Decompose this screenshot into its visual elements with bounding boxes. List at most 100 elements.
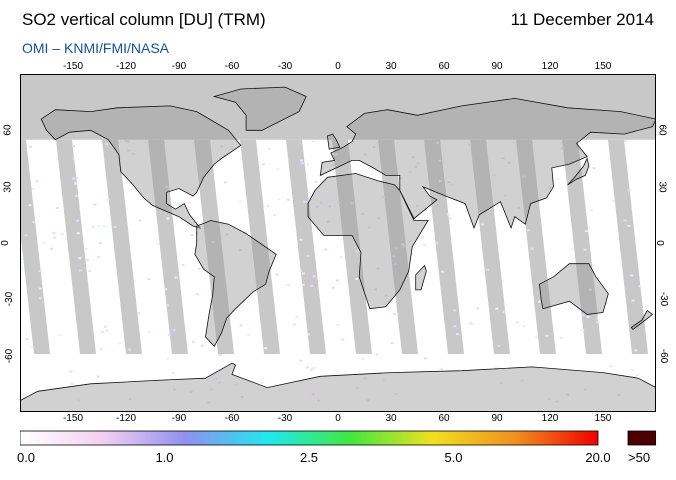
so2-speck: [363, 377, 367, 380]
so2-speck: [74, 194, 78, 197]
so2-speck: [147, 278, 151, 281]
so2-speck: [148, 330, 152, 333]
lon-tick-top: 30: [385, 61, 397, 72]
so2-speck: [327, 220, 331, 223]
so2-speck: [105, 329, 109, 332]
so2-speck: [502, 310, 506, 313]
so2-speck: [100, 330, 104, 333]
lat-tick-left: -30: [4, 292, 16, 307]
so2-speck: [31, 187, 35, 190]
so2-speck: [565, 393, 569, 396]
so2-speck: [128, 398, 132, 401]
so2-speck: [556, 177, 560, 180]
so2-speck: [168, 333, 172, 336]
so2-speck: [630, 274, 634, 277]
so2-speck: [96, 256, 100, 259]
so2-speck: [30, 345, 34, 348]
so2-speck: [174, 276, 178, 279]
so2-speck: [522, 175, 526, 178]
so2-speck: [156, 242, 160, 245]
lon-tick-top: -60: [224, 61, 240, 72]
so2-speck: [286, 198, 290, 201]
so2-speck: [261, 163, 265, 166]
so2-speck: [76, 232, 80, 235]
so2-speck: [469, 322, 473, 325]
lon-tick-top: 120: [541, 61, 559, 72]
so2-speck: [545, 334, 549, 337]
so2-speck: [617, 394, 621, 397]
polar-night-region: [20, 74, 656, 140]
so2-speck: [319, 201, 323, 204]
so2-speck: [590, 209, 593, 212]
so2-speck: [476, 307, 479, 310]
so2-speck: [375, 353, 379, 356]
so2-speck: [314, 180, 318, 183]
map-title: SO2 vertical column [DU] (TRM): [22, 10, 266, 29]
so2-speck: [382, 196, 386, 199]
so2-speck: [239, 305, 243, 308]
so2-speck: [373, 288, 377, 291]
so2-speck: [440, 367, 443, 370]
so2-speck: [447, 181, 451, 184]
so2-speck: [103, 325, 107, 328]
so2-speck: [124, 140, 128, 142]
lon-tick-bot: -30: [277, 413, 293, 424]
so2-speck: [260, 381, 264, 384]
lon-tick-bot: -120: [115, 413, 137, 424]
so2-speck: [126, 140, 130, 143]
so2-speck: [211, 241, 215, 243]
so2-speck: [363, 153, 367, 156]
lon-tick-top: -120: [115, 61, 137, 72]
so2-speck: [35, 180, 39, 183]
so2-speck: [520, 379, 524, 382]
so2-speck: [416, 162, 420, 165]
so2-speck: [286, 284, 290, 287]
so2-speck: [52, 236, 56, 239]
land-madagascar: [415, 264, 427, 291]
so2-speck: [315, 205, 319, 208]
so2-speck: [306, 254, 310, 257]
so2-speck: [298, 269, 302, 272]
so2-speck: [97, 225, 101, 228]
lat-tick-left: -60: [4, 348, 16, 363]
so2-speck: [310, 284, 314, 287]
so2-speck: [307, 333, 311, 336]
so2-speck: [456, 333, 460, 336]
lat-tick-right: -60: [658, 348, 670, 363]
colorbar-gradient: [20, 430, 599, 446]
colorbar-label: 5.0: [444, 450, 463, 465]
so2-speck: [72, 145, 75, 148]
so2-speck: [275, 273, 279, 276]
no-data-swath: [470, 139, 510, 354]
lon-tick-bot: 60: [438, 413, 450, 424]
land-antarctica: [20, 362, 656, 412]
so2-speck: [78, 269, 82, 272]
so2-speck: [99, 347, 103, 350]
so2-speck: [361, 212, 365, 215]
no-data-swath: [56, 139, 96, 354]
so2-speck: [411, 252, 415, 255]
so2-speck: [361, 357, 365, 360]
colorbar-label: 1.0: [155, 450, 174, 465]
so2-speck: [218, 354, 222, 356]
so2-speck: [341, 338, 345, 341]
so2-speck: [584, 388, 587, 391]
so2-speck: [189, 390, 193, 393]
so2-speck: [481, 223, 484, 226]
so2-speck: [232, 227, 236, 230]
no-data-swath: [286, 139, 326, 354]
so2-speck: [200, 344, 204, 347]
so2-speck: [485, 268, 489, 271]
so2-speck: [234, 383, 238, 386]
so2-speck: [247, 333, 251, 336]
so2-speck: [355, 278, 359, 280]
so2-speck: [492, 174, 496, 177]
land-australia: [538, 263, 609, 315]
no-data-swath: [194, 139, 234, 354]
so2-speck: [132, 152, 136, 155]
so2-speck: [84, 247, 88, 250]
so2-speck: [69, 370, 73, 373]
so2-speck: [423, 243, 426, 246]
so2-speck: [336, 324, 340, 326]
so2-speck: [581, 314, 585, 317]
